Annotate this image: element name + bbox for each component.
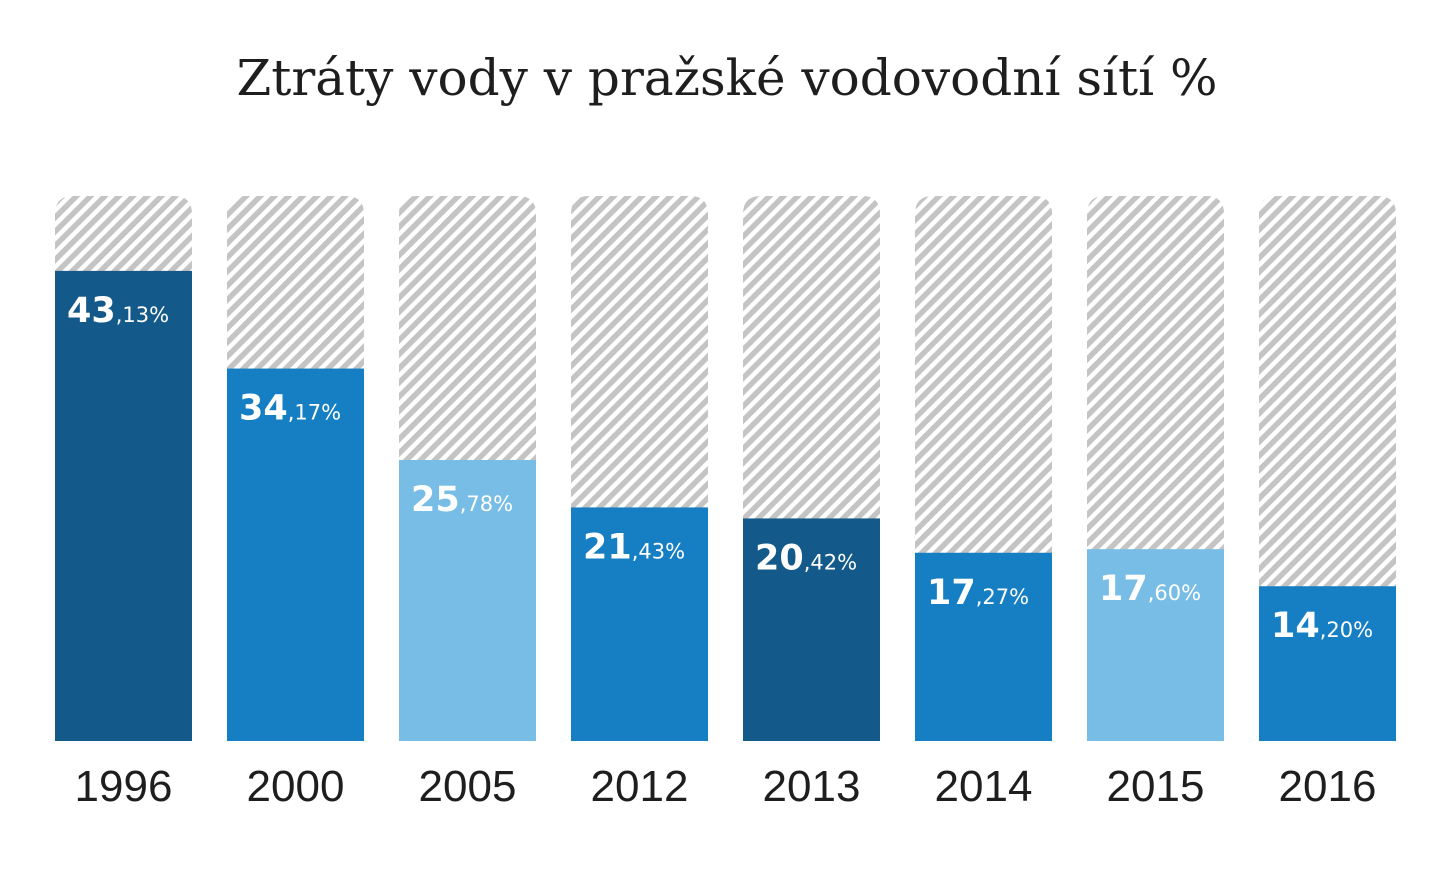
bar-group-2012: 21,43% 2012: [571, 196, 708, 811]
value-label-int: 14: [1271, 606, 1320, 646]
bar: [55, 270, 192, 741]
value-label-dec: ,20%: [1320, 618, 1373, 642]
bar-group-2000: 34,17% 2000: [227, 196, 364, 811]
value-label-int: 20: [755, 538, 804, 578]
value-label: 17,27%: [927, 573, 1029, 613]
value-label-int: 25: [411, 480, 460, 520]
bar-group-2016: 14,20% 2016: [1259, 196, 1396, 811]
value-label: 25,78%: [411, 480, 513, 520]
chart-title: Ztráty vody v pražské vodovodní sítí %: [237, 49, 1218, 107]
bar: [1087, 549, 1224, 741]
value-label: 21,43%: [583, 527, 685, 567]
value-label-dec: ,13%: [116, 303, 169, 327]
x-tick-label: 2012: [591, 762, 689, 811]
value-label-int: 17: [1099, 569, 1148, 609]
bar-group-2013: 20,42% 2013: [743, 196, 880, 811]
bar: [227, 368, 364, 741]
value-label: 43,13%: [67, 291, 169, 331]
x-tick-label: 2005: [419, 762, 517, 811]
value-label-int: 34: [239, 389, 288, 429]
value-label-int: 21: [583, 527, 632, 567]
x-tick-label: 2000: [247, 762, 345, 811]
x-tick-label: 1996: [75, 762, 173, 811]
value-label-dec: ,17%: [288, 401, 341, 425]
x-tick-label: 2013: [763, 762, 861, 811]
value-label-int: 43: [67, 291, 116, 331]
x-tick-label: 2015: [1107, 762, 1205, 811]
x-tick-label: 2014: [935, 762, 1033, 811]
bar: [1259, 586, 1396, 741]
value-label-dec: ,27%: [976, 585, 1029, 609]
bar: [571, 507, 708, 741]
value-label: 17,60%: [1099, 569, 1201, 609]
bar: [399, 459, 536, 741]
value-label-dec: ,42%: [804, 550, 857, 574]
bar-group-2015: 17,60% 2015: [1087, 196, 1224, 811]
x-tick-label: 2016: [1279, 762, 1377, 811]
bar-group-1996: 43,13% 1996: [55, 196, 192, 811]
value-label-int: 17: [927, 573, 976, 613]
bar: [915, 552, 1052, 741]
value-label-dec: ,60%: [1148, 581, 1201, 605]
value-label: 20,42%: [755, 538, 857, 578]
bar: [743, 518, 880, 741]
value-label: 34,17%: [239, 389, 341, 429]
value-label-dec: ,78%: [460, 492, 513, 516]
bar-group-2014: 17,27% 2014: [915, 196, 1052, 811]
value-label: 14,20%: [1271, 606, 1373, 646]
value-label-dec: ,43%: [632, 539, 685, 563]
bar-group-2005: 25,78% 2005: [399, 196, 536, 811]
